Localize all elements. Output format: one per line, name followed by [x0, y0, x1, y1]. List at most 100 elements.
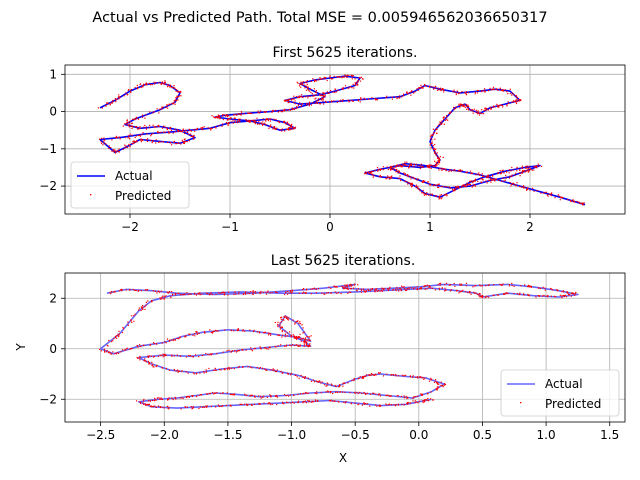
- top-predicted-point: [306, 83, 308, 85]
- bottom-predicted-point: [417, 289, 419, 291]
- top-predicted-point: [334, 89, 336, 91]
- bottom-predicted-point: [295, 336, 297, 338]
- top-predicted-point: [431, 141, 433, 143]
- bottom-predicted-point: [299, 333, 301, 335]
- top-predicted-point: [270, 125, 272, 127]
- top-predicted-point: [313, 94, 315, 96]
- bottom-predicted-point: [194, 293, 196, 295]
- bottom-predicted-point: [258, 331, 260, 333]
- top-predicted-point: [424, 193, 426, 195]
- top-predicted-point: [376, 167, 379, 169]
- bottom-predicted-point: [242, 366, 244, 368]
- top-predicted-point: [304, 96, 307, 98]
- bottom-predicted-point: [252, 293, 254, 295]
- bottom-xtick-label: −1.0: [277, 428, 306, 442]
- top-predicted-point: [155, 142, 157, 144]
- top-predicted-point: [142, 86, 144, 88]
- top-predicted-point: [424, 180, 426, 182]
- top-predicted-point: [127, 124, 129, 126]
- bottom-predicted-point: [335, 286, 337, 288]
- bottom-predicted-point: [120, 351, 122, 353]
- bottom-predicted-point: [312, 288, 314, 290]
- bottom-predicted-point: [187, 372, 189, 374]
- top-predicted-point: [191, 135, 193, 138]
- bottom-predicted-point: [137, 346, 139, 348]
- bottom-predicted-point: [117, 333, 119, 335]
- bottom-predicted-point: [369, 393, 372, 395]
- top-predicted-point: [186, 131, 188, 133]
- top-predicted-point: [357, 99, 359, 101]
- bottom-predicted-point: [450, 289, 452, 291]
- top-predicted-point: [295, 95, 297, 98]
- bottom-predicted-point: [247, 292, 249, 294]
- top-predicted-point: [172, 103, 174, 105]
- bottom-predicted-point: [363, 402, 365, 404]
- top-predicted-point: [253, 119, 255, 121]
- bottom-predicted-point: [177, 370, 179, 372]
- bottom-predicted-point: [267, 332, 269, 334]
- top-predicted-point: [114, 150, 116, 152]
- bottom-predicted-point: [286, 316, 288, 318]
- top-predicted-point: [248, 120, 250, 122]
- bottom-predicted-point: [408, 287, 410, 289]
- bottom-predicted-point: [291, 401, 294, 403]
- bottom-predicted-point: [151, 301, 153, 303]
- bottom-predicted-point: [359, 391, 361, 393]
- bottom-xtick-label: 1.5: [600, 428, 619, 442]
- top-predicted-point: [294, 126, 297, 128]
- bottom-predicted-point: [397, 395, 399, 397]
- top-predicted-point: [477, 90, 480, 92]
- bottom-predicted-point: [150, 405, 152, 407]
- bottom-predicted-point: [375, 374, 377, 376]
- top-predicted-point: [501, 171, 503, 173]
- bottom-predicted-point: [344, 391, 346, 393]
- top-predicted-point: [140, 139, 142, 141]
- top-predicted-point: [285, 100, 287, 102]
- bottom-predicted-point: [481, 285, 483, 287]
- bottom-predicted-point: [243, 403, 246, 405]
- bottom-predicted-point: [528, 286, 530, 288]
- top-predicted-point: [149, 127, 151, 129]
- top-predicted-point: [147, 138, 149, 140]
- bottom-predicted-point: [148, 403, 150, 405]
- bottom-predicted-point: [420, 393, 422, 395]
- top-predicted-point: [284, 130, 286, 132]
- top-predicted-point: [167, 130, 170, 133]
- bottom-predicted-point: [527, 285, 529, 288]
- top-predicted-point: [453, 169, 456, 171]
- top-predicted-point: [202, 127, 204, 129]
- bottom-predicted-point: [345, 401, 347, 403]
- top-predicted-point: [502, 177, 504, 179]
- top-predicted-point: [145, 83, 147, 85]
- bottom-predicted-point: [168, 291, 170, 293]
- top-predicted-point: [149, 139, 151, 141]
- bottom-predicted-point: [344, 286, 346, 288]
- bottom-predicted-point: [270, 395, 272, 397]
- top-predicted-point: [174, 131, 177, 133]
- bottom-predicted-point: [259, 332, 261, 334]
- top-predicted-point: [506, 91, 508, 93]
- bottom-predicted-point: [348, 291, 350, 293]
- top-predicted-point: [273, 127, 275, 129]
- top-predicted-point: [327, 92, 329, 94]
- bottom-predicted-point: [307, 346, 309, 348]
- top-predicted-point: [455, 107, 457, 109]
- bottom-predicted-point: [238, 329, 240, 331]
- bottom-predicted-point: [162, 298, 164, 300]
- bottom-predicted-point: [162, 356, 164, 358]
- top-predicted-point: [352, 83, 354, 85]
- bottom-predicted-point: [405, 395, 407, 398]
- top-predicted-point: [207, 127, 209, 129]
- bottom-predicted-point: [114, 335, 117, 337]
- bottom-predicted-point: [424, 285, 426, 287]
- top-legend-box: [70, 161, 190, 209]
- top-predicted-point: [295, 108, 297, 110]
- top-predicted-point: [514, 100, 516, 103]
- bottom-predicted-point: [417, 377, 419, 379]
- bottom-predicted-point: [332, 392, 334, 395]
- bottom-predicted-point: [292, 319, 294, 321]
- bottom-predicted-point: [144, 289, 147, 291]
- bottom-predicted-point: [235, 293, 237, 295]
- bottom-predicted-point: [138, 289, 140, 291]
- bottom-predicted-point: [304, 377, 306, 379]
